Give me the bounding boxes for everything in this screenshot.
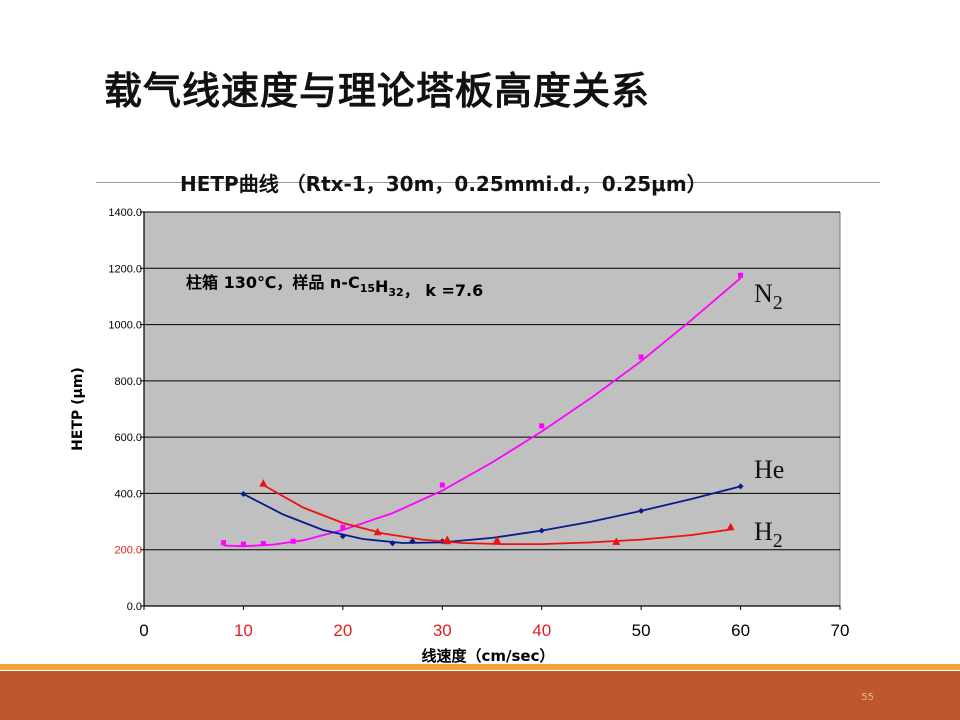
data-point-h2 [259,479,268,487]
series-label-he: He [754,455,784,484]
x-tick-label: 30 [433,621,452,640]
x-tick-label: 10 [234,621,253,640]
data-point-n2 [439,482,445,488]
x-tick-label: 20 [333,621,352,640]
data-point-h2 [492,535,501,544]
series-label-n2: N2 [754,279,783,314]
data-point-n2 [290,538,296,544]
series-line-n2 [223,277,742,548]
y-tick-label: 1000.0 [108,320,142,332]
data-point-he [538,527,545,534]
data-point-h2 [726,522,735,531]
footer-band [0,671,960,720]
data-point-n2 [539,423,545,429]
x-tick-label: 60 [731,621,750,640]
chart-annotation: 柱箱 130℃，样品 n-C15H32， k =7.6 [186,273,483,300]
data-point-n2 [221,540,227,546]
data-point-he [638,507,645,514]
y-tick-label: 0.0 [127,601,142,613]
data-point-he [409,538,416,545]
data-point-he [389,540,396,547]
data-point-n2 [340,524,346,530]
y-tick-label: 400.0 [114,488,142,500]
y-tick-label: 800.0 [114,376,142,388]
x-tick-label: 70 [831,621,850,640]
y-axis-label: HETP (μm) [70,367,86,451]
series-label-h2: H2 [754,517,783,552]
chart-title: HETP曲线 （Rtx-1，30m，0.25mmi.d.，0.25μm） [180,172,707,196]
data-point-n2 [240,541,246,547]
data-point-he [737,483,744,490]
data-point-h2 [612,537,621,545]
series-line-h2 [262,484,731,545]
page-number: 55 [861,692,874,703]
y-tick-label: 1200.0 [108,263,142,275]
data-point-he [240,490,247,497]
x-tick-label: 40 [532,621,551,640]
title-divider [96,182,880,183]
footer-stripe [0,664,960,670]
slide-title: 载气线速度与理论塔板高度关系 [104,69,651,113]
x-axis-label: 线速度（cm/sec） [422,647,555,665]
data-point-n2 [260,541,266,547]
data-point-h2 [373,527,382,536]
y-tick-label: 1400.0 [108,207,142,219]
data-point-h2 [443,536,452,545]
y-tick-label: 600.0 [114,432,142,444]
x-tick-label: 50 [632,621,651,640]
x-tick-label: 0 [139,621,148,640]
data-point-he [339,533,346,540]
data-point-n2 [738,272,744,278]
series-line-he [242,485,741,544]
data-point-n2 [638,354,644,360]
plot-area [144,212,840,606]
y-tick-label: 200.0 [114,545,142,557]
